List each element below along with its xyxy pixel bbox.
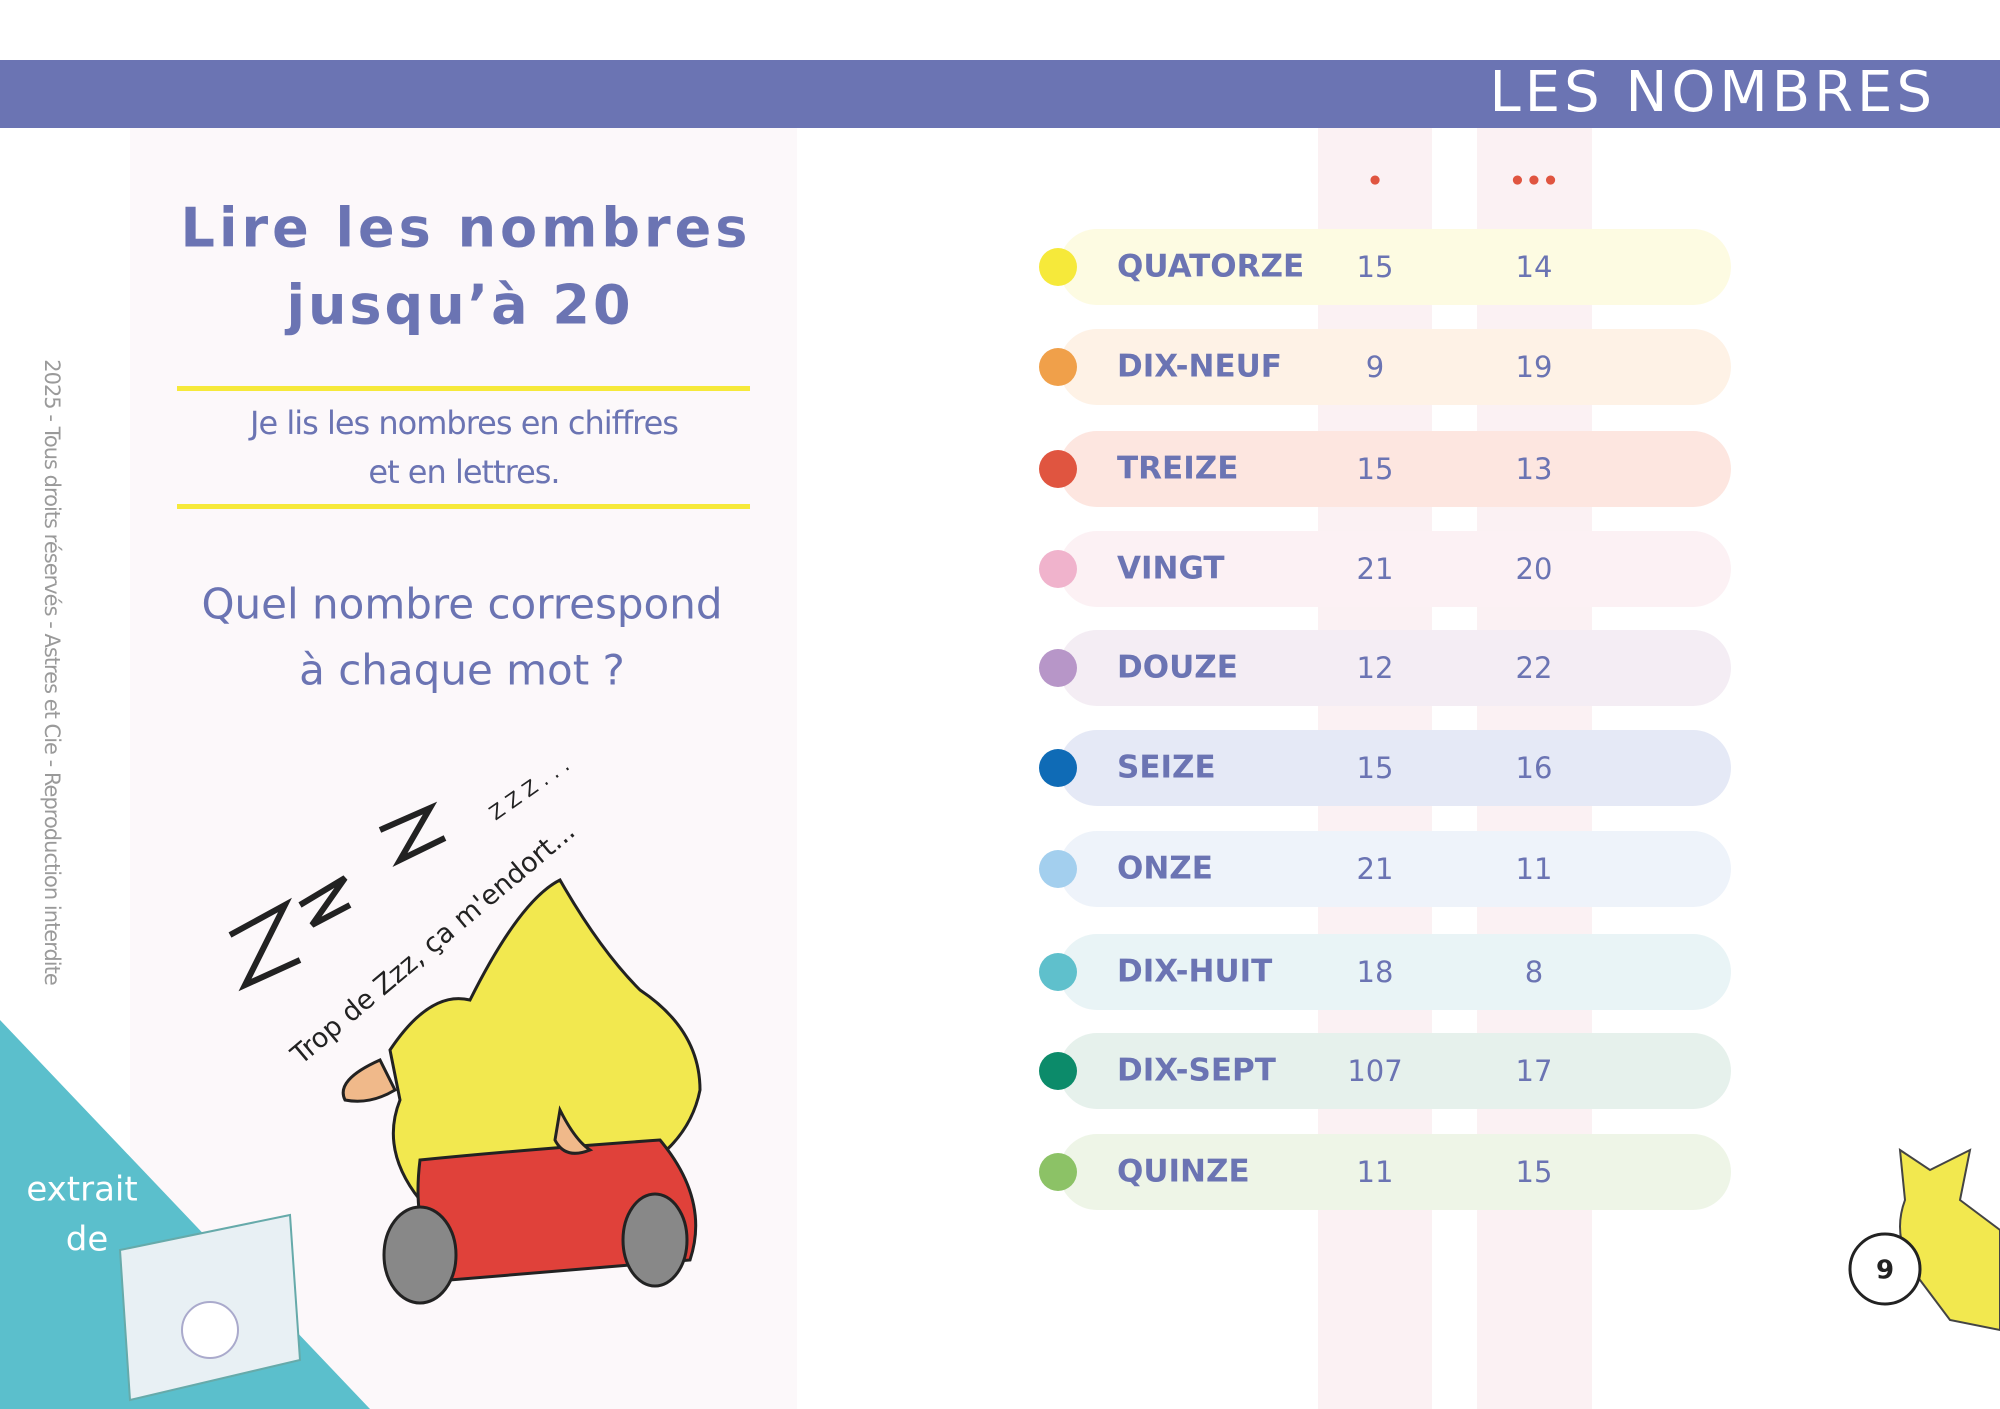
row-dot <box>1039 1052 1077 1090</box>
row-choice: 12 <box>1357 651 1394 685</box>
row-choice: 11 <box>1516 852 1553 886</box>
row-word: QUATORZE <box>1117 249 1304 285</box>
mascot <box>1898 1147 2000 1332</box>
corner-text: de <box>66 1220 109 1260</box>
row-word: TREIZE <box>1117 451 1238 487</box>
row-word: DOUZE <box>1117 650 1238 686</box>
row-choice: 107 <box>1347 1054 1402 1088</box>
row-choice: 15 <box>1357 452 1394 486</box>
row-band <box>1059 329 1731 405</box>
row-word: SEIZE <box>1117 750 1216 786</box>
row-choice: 15 <box>1357 751 1394 785</box>
product-image <box>118 1213 302 1402</box>
row-choice: 18 <box>1357 955 1394 989</box>
row-band <box>1059 831 1731 907</box>
row-dot <box>1039 550 1077 588</box>
row-dot <box>1039 1153 1077 1191</box>
row-choice: 22 <box>1516 651 1553 685</box>
row-band <box>1059 1134 1731 1210</box>
row-word: DIX-SEPT <box>1117 1053 1276 1089</box>
title-line: Lire les nombres <box>181 197 752 260</box>
rule <box>177 504 750 509</box>
row-choice: 16 <box>1516 751 1553 785</box>
row-band <box>1059 531 1731 607</box>
row-choice: 21 <box>1357 552 1394 586</box>
row-choice: 8 <box>1525 955 1543 989</box>
column-marker: • <box>1367 167 1384 197</box>
row-choice: 11 <box>1357 1155 1394 1189</box>
page-number-circle <box>1848 1232 1922 1306</box>
row-choice: 14 <box>1516 250 1553 284</box>
row-word: DIX-HUIT <box>1117 954 1272 990</box>
row-band <box>1059 630 1731 706</box>
row-band <box>1059 229 1731 305</box>
header-bar <box>0 60 2000 128</box>
row-word: QUINZE <box>1117 1154 1250 1190</box>
question-line: à chaque mot ? <box>299 646 625 695</box>
row-choice: 15 <box>1357 250 1394 284</box>
row-word: DIX-NEUF <box>1117 349 1282 385</box>
row-choice: 19 <box>1516 350 1553 384</box>
row-band <box>1059 431 1731 507</box>
row-dot <box>1039 749 1077 787</box>
row-choice: 20 <box>1516 552 1553 586</box>
row-band <box>1059 730 1731 806</box>
question-line: Quel nombre correspond <box>202 580 723 629</box>
corner-text: extrait <box>26 1170 137 1210</box>
row-dot <box>1039 649 1077 687</box>
row-word: VINGT <box>1117 551 1225 587</box>
row-dot <box>1039 348 1077 386</box>
row-dot <box>1039 248 1077 286</box>
row-band <box>1059 934 1731 1010</box>
row-word: ONZE <box>1117 851 1213 887</box>
row-choice: 21 <box>1357 852 1394 886</box>
column-marker: ••• <box>1509 167 1559 197</box>
rule <box>177 386 750 391</box>
instruction-line: Je lis les nombres en chiffres <box>248 404 678 442</box>
row-choice: 9 <box>1366 350 1384 384</box>
row-band <box>1059 1033 1731 1109</box>
left-text: Lire les nombres jusqu’à 20 Je lis les n… <box>181 197 752 695</box>
row-choice: 17 <box>1516 1054 1553 1088</box>
row-dot <box>1039 850 1077 888</box>
row-dot <box>1039 953 1077 991</box>
row-choice: 15 <box>1516 1155 1553 1189</box>
instruction-line: et en lettres. <box>368 453 559 491</box>
title-line: jusqu’à 20 <box>284 274 633 337</box>
page-number: 9 <box>1876 1256 1894 1286</box>
header-title: LES NOMBRES <box>1490 60 1936 125</box>
copyright: 2025 - Tous droits réservés - Astres et … <box>40 359 64 985</box>
row-choice: 13 <box>1516 452 1553 486</box>
row-dot <box>1039 450 1077 488</box>
